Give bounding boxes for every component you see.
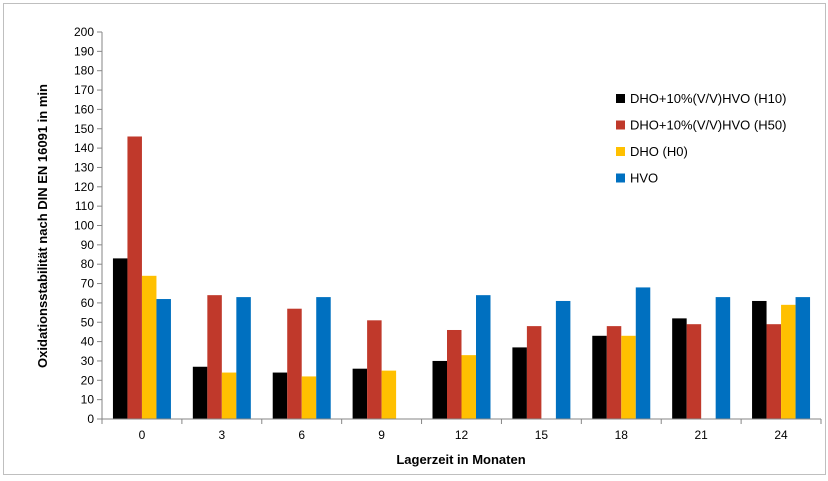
- x-tick-label: 6: [298, 428, 305, 442]
- bar: [512, 347, 527, 419]
- y-tick-label: 90: [81, 238, 95, 252]
- legend-label: HVO: [630, 171, 658, 186]
- bar: [272, 372, 288, 419]
- y-tick-label: 140: [74, 141, 94, 155]
- bar: [141, 275, 157, 419]
- y-tick-label: 20: [81, 373, 95, 387]
- bar: [381, 370, 397, 419]
- legend: DHO+10%(V/V)HVO (H10) DHO+10%(V/V)HVO (H5…: [616, 91, 786, 186]
- y-tick-label: 60: [81, 296, 95, 310]
- y-tick-label: 0: [87, 412, 94, 426]
- x-tick-label: 9: [378, 428, 385, 442]
- y-tick-label: 170: [74, 83, 94, 97]
- legend-swatch: [616, 147, 625, 156]
- bar: [715, 297, 731, 419]
- legend-label: DHO+10%(V/V)HVO (H10): [630, 91, 786, 106]
- y-tick-label: 160: [74, 102, 94, 116]
- bar: [752, 300, 767, 419]
- bar: [447, 329, 462, 419]
- y-tick-label: 70: [81, 277, 95, 291]
- x-tick-label: 18: [615, 428, 629, 442]
- bar: [287, 308, 302, 419]
- bar: [621, 335, 636, 419]
- bar: [526, 326, 542, 419]
- bar: [207, 295, 222, 419]
- y-tick-label: 120: [74, 180, 94, 194]
- y-tick-label: 110: [75, 199, 94, 213]
- y-tick-label: 50: [81, 315, 95, 329]
- x-tick-label: 12: [455, 428, 469, 442]
- bar: [555, 300, 571, 419]
- legend-swatch: [616, 173, 625, 183]
- bar: [686, 324, 702, 419]
- y-tick-label: 190: [74, 44, 94, 58]
- x-tick-label: 21: [694, 428, 708, 442]
- chart-frame: 0 10 20 30 40 50 60 70 80 90 100 110 120 130 140 150 160…: [3, 3, 826, 475]
- bar: [635, 287, 651, 419]
- bar: [367, 320, 382, 419]
- bar: [127, 136, 142, 420]
- bar: [606, 326, 622, 419]
- x-tick-label: 15: [535, 428, 549, 442]
- bar: [236, 297, 251, 419]
- y-tick-label: 200: [74, 25, 94, 39]
- y-tick-label: 180: [74, 64, 94, 78]
- y-tick-label: 100: [74, 219, 94, 233]
- bar: [672, 318, 687, 419]
- legend-swatch: [616, 94, 625, 103]
- y-tick-label: 30: [81, 354, 95, 368]
- x-axis-ticks: 0 3 6 9 12 15 18 21 24: [101, 419, 822, 442]
- bar: [221, 372, 237, 419]
- axes: [101, 32, 821, 420]
- bar-chart: 0102030405060708090100110120130140150160…: [35, 25, 822, 467]
- bar: [461, 355, 476, 419]
- x-axis-title: Lagerzeit in Monaten: [396, 452, 525, 467]
- x-tick-label: 0: [139, 428, 146, 442]
- y-tick-label: 40: [81, 335, 95, 349]
- bar: [766, 324, 782, 419]
- bar: [476, 295, 491, 419]
- bar: [156, 299, 171, 419]
- bar: [316, 297, 331, 419]
- y-tick-label: 80: [81, 257, 95, 271]
- bar: [192, 366, 208, 419]
- legend-swatch: [616, 120, 625, 130]
- bar: [301, 376, 317, 419]
- y-tick-label: 10: [81, 393, 95, 407]
- x-tick-label: 24: [774, 428, 788, 442]
- legend-label: DHO+10%(V/V)HVO (H50): [630, 118, 786, 133]
- bars: [112, 136, 811, 420]
- y-tick-label: 130: [74, 160, 94, 174]
- bar: [781, 304, 796, 419]
- y-axis-ticks: 0 10 20 30 40 50 60 70 80 90 100 110 120 130 140 150 160…: [74, 25, 102, 426]
- bar: [352, 368, 368, 419]
- y-tick-label: 150: [74, 122, 94, 136]
- bar: [795, 297, 811, 419]
- bar: [432, 360, 447, 419]
- bar: [592, 335, 607, 419]
- y-axis-title: Oxidationsstabilität nach DIN EN 16091 i…: [35, 84, 50, 368]
- bar: [112, 258, 128, 419]
- legend-label: DHO (H0): [630, 144, 688, 159]
- x-tick-label: 3: [218, 428, 225, 442]
